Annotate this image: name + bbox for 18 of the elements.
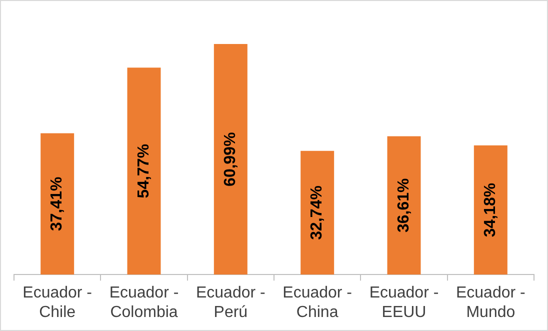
bar [40, 133, 74, 275]
bar [474, 145, 508, 275]
data-label: 34,18% [482, 182, 500, 238]
bar [127, 68, 161, 275]
data-label: 60,99% [222, 132, 240, 186]
data-label: 36,61% [395, 178, 412, 233]
bar [214, 44, 248, 275]
data-label: 32,74% [308, 186, 326, 240]
data-label: 37,41% [48, 176, 66, 232]
data-label: 54,77% [135, 144, 152, 198]
x-tick-label: Ecuador - EEUU [369, 284, 439, 321]
bar [387, 136, 421, 275]
x-tick-label: Ecuador - Mundo [456, 284, 526, 321]
x-tick-label: Ecuador - China [282, 284, 352, 321]
x-tick-label: Ecuador - Perú [196, 284, 266, 321]
bar [300, 150, 334, 275]
x-tick-label: Ecuador - Chile [22, 284, 92, 321]
x-tick-label: Ecuador - Colombia [109, 284, 179, 321]
